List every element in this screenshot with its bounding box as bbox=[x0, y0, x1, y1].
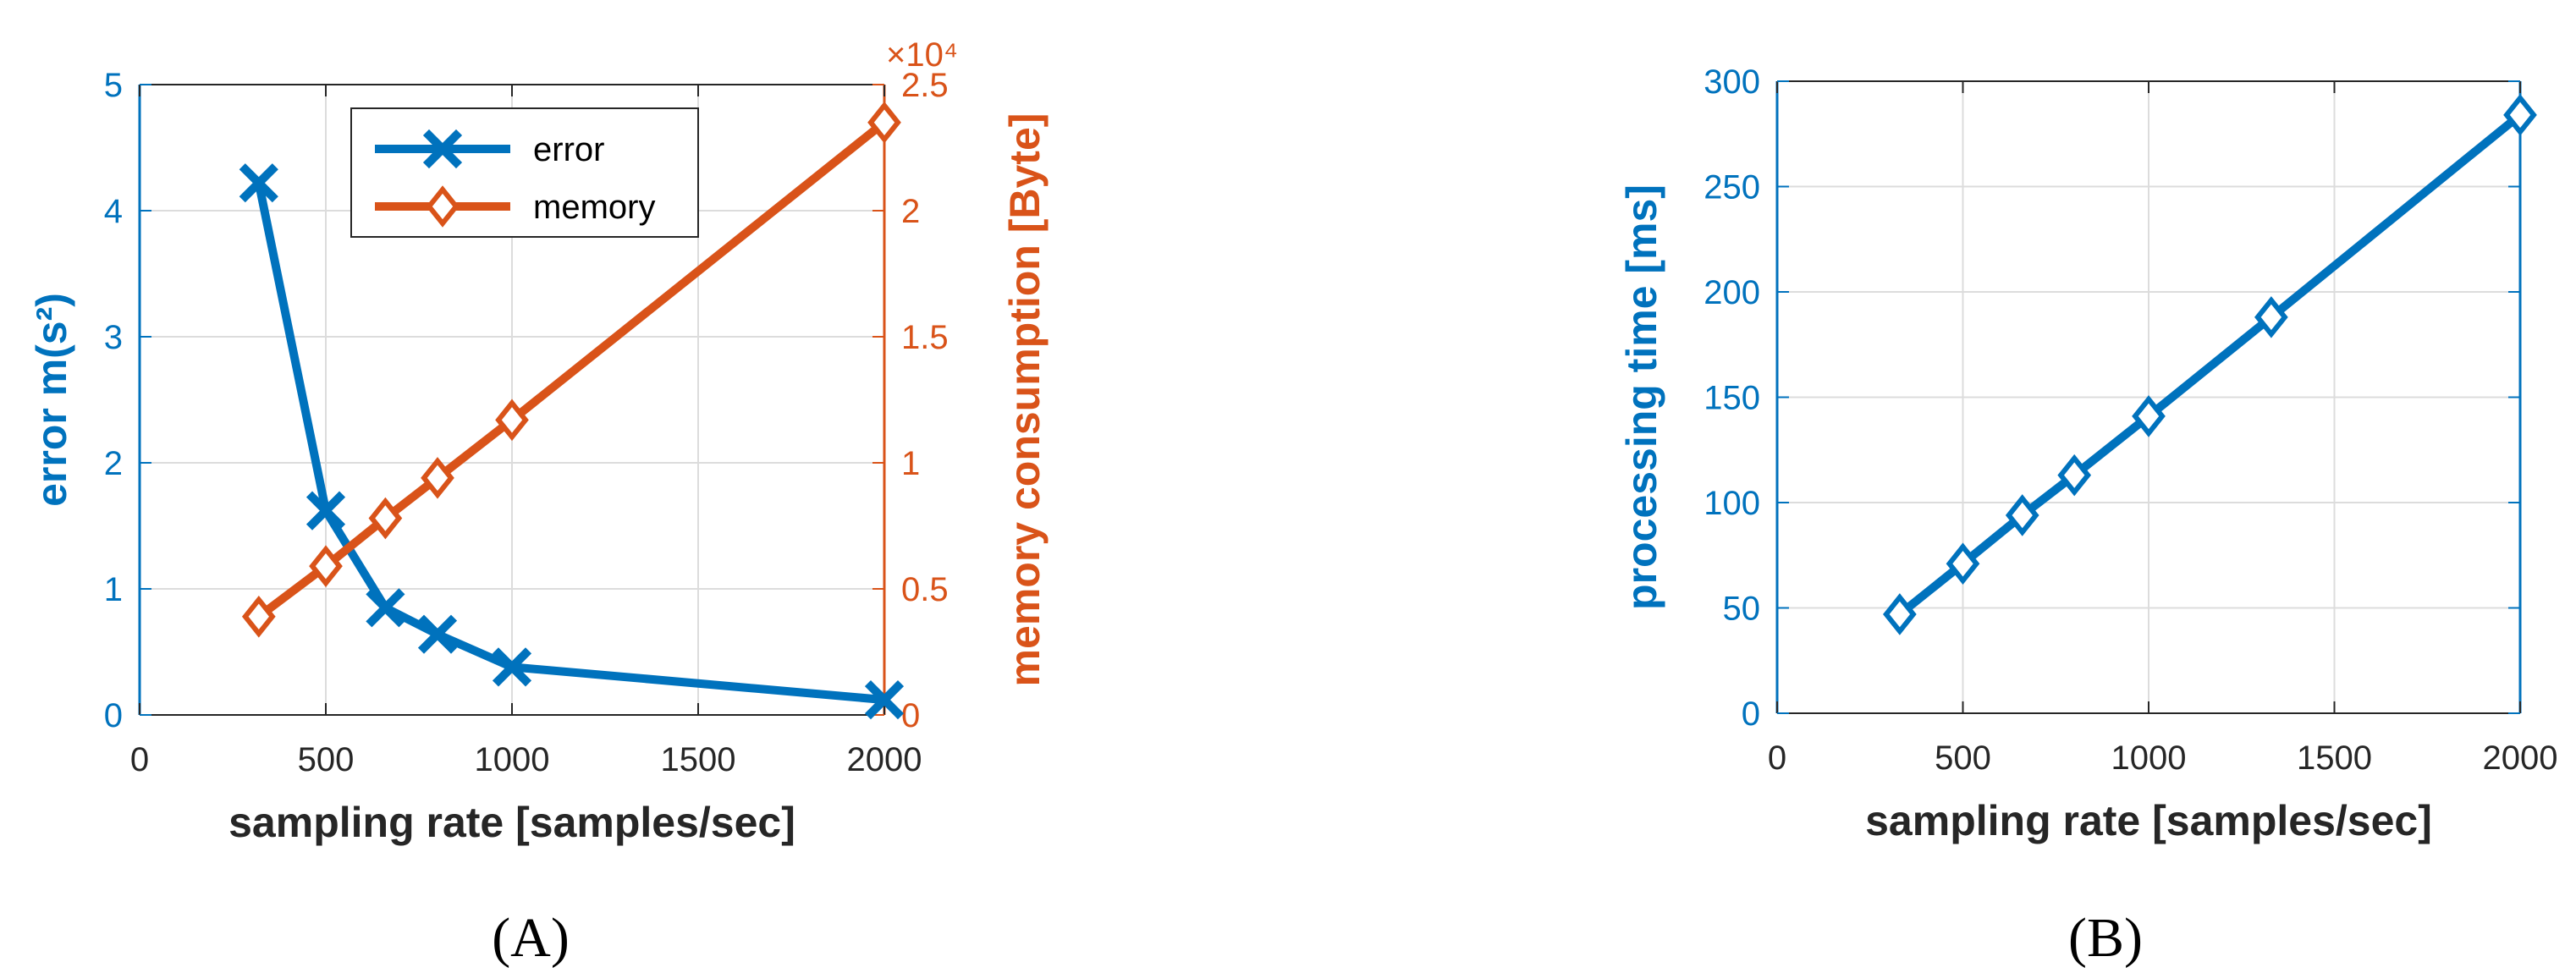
x-tick-label: 1500 bbox=[2297, 739, 2372, 777]
x-axis-label: sampling rate [samples/sec] bbox=[228, 799, 795, 846]
x-tick-label: 1500 bbox=[661, 741, 736, 778]
y-tick-label: 2 bbox=[104, 445, 123, 482]
data-point-memory bbox=[867, 101, 901, 144]
chart-a: 0 500 1000 1500 2000 0 1 2 3 4 5 0 0.5 1 1.5 2 2.5×10⁴ sa… bbox=[28, 36, 1049, 969]
data-point-error bbox=[492, 647, 532, 687]
x-tick-label: 0 bbox=[130, 741, 149, 778]
y-right-tick-label: 1 bbox=[901, 445, 920, 482]
right-axis-exponent: ×10⁴ bbox=[886, 36, 958, 74]
y-tick-label: 0 bbox=[104, 697, 123, 734]
chart-b: 0 500 1000 1500 2000 0 50 100 150 200 250 300 sampli… bbox=[1618, 63, 2557, 969]
y-tick-label: 50 bbox=[1723, 591, 1761, 628]
y-tick-label: 5 bbox=[104, 67, 123, 104]
data-point-error bbox=[305, 491, 346, 530]
y-right-tick-label: 2.5 bbox=[901, 67, 949, 104]
data-point-memory bbox=[421, 457, 454, 499]
data-point-0 bbox=[1946, 542, 1980, 585]
x-tick-label: 500 bbox=[1935, 739, 1991, 777]
y-tick-label: 100 bbox=[1704, 485, 1760, 522]
y-axis-label: error m(s²) bbox=[28, 293, 75, 507]
legend-box bbox=[350, 107, 699, 238]
data-point-0 bbox=[2005, 494, 2039, 536]
x-tick-label: 1000 bbox=[475, 741, 550, 778]
data-point-0 bbox=[1883, 593, 1917, 635]
y-tick-label: 1 bbox=[104, 571, 123, 608]
panel-label: (B) bbox=[2068, 907, 2143, 969]
legend-label-error: error bbox=[533, 131, 604, 168]
x-tick-label: 2000 bbox=[847, 741, 922, 778]
series-line-memory bbox=[256, 118, 888, 620]
y-right-tick-label: 0 bbox=[901, 697, 920, 734]
y-tick-label: 0 bbox=[1742, 695, 1760, 733]
series-line-error bbox=[254, 182, 885, 705]
y-tick-label: 200 bbox=[1704, 274, 1760, 311]
y-right-tick-label: 1.5 bbox=[901, 319, 949, 356]
data-point-0 bbox=[2503, 94, 2537, 136]
x-tick-label: 0 bbox=[1768, 739, 1786, 777]
data-point-error bbox=[864, 680, 905, 720]
y-right-tick-label: 2 bbox=[901, 193, 920, 230]
panel-label: (A) bbox=[492, 907, 570, 969]
data-point-error bbox=[239, 163, 278, 203]
y-tick-label: 4 bbox=[104, 193, 123, 230]
data-point-error bbox=[417, 614, 458, 654]
y-axis-label: processing time [ms] bbox=[1618, 184, 1665, 610]
data-point-memory bbox=[241, 595, 276, 638]
data-point-memory bbox=[368, 497, 403, 540]
x-axis-label: sampling rate [samples/sec] bbox=[1865, 797, 2432, 844]
y-tick-label: 3 bbox=[104, 319, 123, 356]
legend-marker-memory bbox=[426, 185, 460, 228]
series-line-series-0 bbox=[1896, 111, 2524, 618]
y-tick-label: 150 bbox=[1704, 380, 1760, 417]
data-point-error bbox=[366, 588, 405, 628]
legend-marker-error bbox=[422, 129, 463, 169]
data-point-0 bbox=[2057, 454, 2092, 497]
data-point-memory bbox=[309, 545, 343, 587]
y-tick-label: 250 bbox=[1704, 169, 1760, 206]
x-tick-label: 1000 bbox=[2111, 739, 2187, 777]
legend-label-memory: memory bbox=[533, 189, 655, 226]
y-tick-label: 300 bbox=[1704, 63, 1760, 101]
x-tick-label: 500 bbox=[298, 741, 355, 778]
y-right-tick-label: 0.5 bbox=[901, 571, 949, 608]
x-tick-label: 2000 bbox=[2483, 739, 2558, 777]
data-point-memory bbox=[495, 399, 529, 442]
data-point-0 bbox=[2132, 395, 2166, 437]
data-point-0 bbox=[2254, 296, 2288, 338]
y-right-axis-label: memory consumption [Byte] bbox=[1001, 113, 1049, 687]
